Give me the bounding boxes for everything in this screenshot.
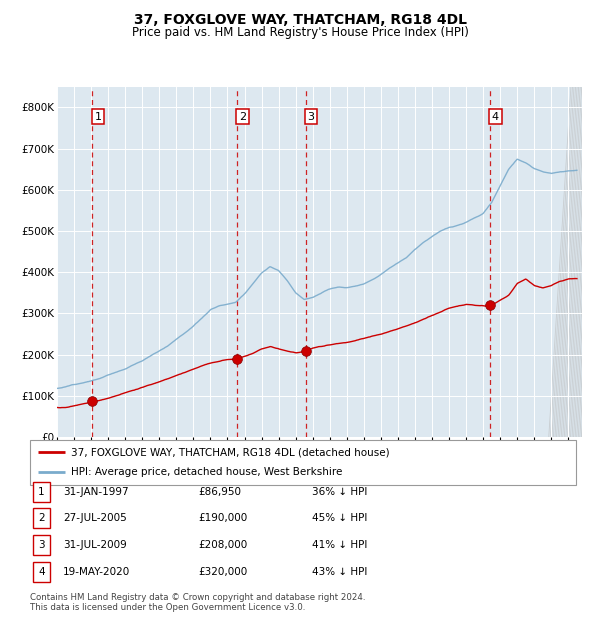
Text: 2: 2	[239, 112, 247, 122]
Text: 37, FOXGLOVE WAY, THATCHAM, RG18 4DL: 37, FOXGLOVE WAY, THATCHAM, RG18 4DL	[133, 13, 467, 27]
Text: 41% ↓ HPI: 41% ↓ HPI	[312, 540, 367, 550]
Text: 37, FOXGLOVE WAY, THATCHAM, RG18 4DL (detached house): 37, FOXGLOVE WAY, THATCHAM, RG18 4DL (de…	[71, 447, 389, 458]
Text: 31-JUL-2009: 31-JUL-2009	[63, 540, 127, 550]
Text: 3: 3	[308, 112, 314, 122]
FancyBboxPatch shape	[30, 440, 576, 485]
Text: 27-JUL-2005: 27-JUL-2005	[63, 513, 127, 523]
Text: £86,950: £86,950	[198, 487, 241, 497]
Text: 36% ↓ HPI: 36% ↓ HPI	[312, 487, 367, 497]
Text: HPI: Average price, detached house, West Berkshire: HPI: Average price, detached house, West…	[71, 467, 343, 477]
Text: 1: 1	[94, 112, 101, 122]
Text: 31-JAN-1997: 31-JAN-1997	[63, 487, 128, 497]
Text: 4: 4	[38, 567, 45, 577]
Text: Price paid vs. HM Land Registry's House Price Index (HPI): Price paid vs. HM Land Registry's House …	[131, 26, 469, 39]
Text: 4: 4	[491, 112, 499, 122]
Text: Contains HM Land Registry data © Crown copyright and database right 2024.
This d: Contains HM Land Registry data © Crown c…	[30, 593, 365, 612]
Text: £190,000: £190,000	[198, 513, 247, 523]
Text: 43% ↓ HPI: 43% ↓ HPI	[312, 567, 367, 577]
Text: 1: 1	[38, 487, 45, 497]
Text: £208,000: £208,000	[198, 540, 247, 550]
Text: 19-MAY-2020: 19-MAY-2020	[63, 567, 130, 577]
Text: 3: 3	[38, 540, 45, 550]
Text: 2: 2	[38, 513, 45, 523]
Text: £320,000: £320,000	[198, 567, 247, 577]
Text: 45% ↓ HPI: 45% ↓ HPI	[312, 513, 367, 523]
